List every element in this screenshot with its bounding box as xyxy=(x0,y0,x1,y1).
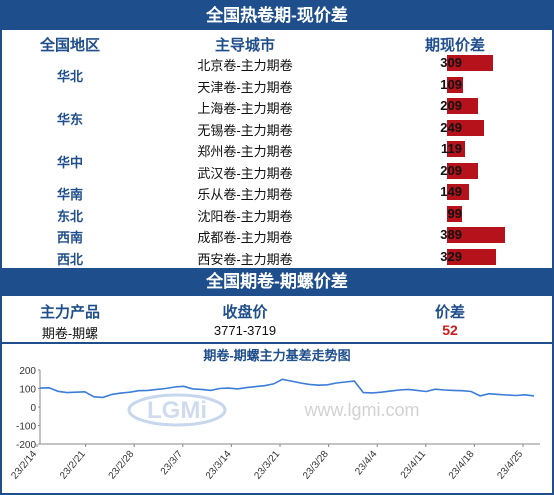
spread-bar xyxy=(447,77,464,93)
x-tick-label: 23/3/7 xyxy=(159,449,186,478)
spread-bar xyxy=(447,163,479,179)
diff-cell: 52 xyxy=(442,322,458,338)
header-city: 主导城市 xyxy=(214,37,275,54)
chart-title: 期卷-期螺主力基差走势图 xyxy=(203,348,350,363)
region-label: 华中 xyxy=(56,155,83,170)
city-label: 郑州卷-主力期卷 xyxy=(197,144,293,159)
spread-value: 109 xyxy=(440,77,462,92)
x-tick-label: 23/2/28 xyxy=(107,449,137,482)
y-tick-label: 200 xyxy=(19,366,36,377)
spread-value: 249 xyxy=(440,120,462,135)
region-label: 华东 xyxy=(56,112,83,127)
spread-value: 309 xyxy=(440,55,462,70)
spread-bar xyxy=(447,120,485,136)
x-tick-label: 23/4/18 xyxy=(447,449,477,482)
city-label: 无锡卷-主力期卷 xyxy=(197,123,293,138)
x-tick-label: 23/3/14 xyxy=(204,449,234,482)
spread-value: 329 xyxy=(440,249,462,264)
spread-bar xyxy=(447,206,462,222)
x-tick-label: 23/3/21 xyxy=(252,449,282,482)
spread-bar xyxy=(447,184,470,200)
spread-bar xyxy=(447,98,479,114)
x-tick-label: 23/4/4 xyxy=(353,449,380,478)
city-label: 西安卷-主力期卷 xyxy=(197,252,293,267)
x-tick-label: 23/3/28 xyxy=(301,449,331,482)
region-label: 东北 xyxy=(56,209,83,224)
spread-value: 149 xyxy=(440,184,462,199)
spread-bar xyxy=(447,227,505,243)
spread-bar xyxy=(447,55,494,71)
x-tick-label: 23/4/11 xyxy=(399,449,429,481)
city-label: 上海卷-主力期卷 xyxy=(197,101,293,116)
region-label: 华北 xyxy=(56,69,83,84)
x-tick-label: 23/2/14 xyxy=(9,449,39,482)
spread-value: 209 xyxy=(440,163,462,178)
spread-bar xyxy=(447,141,465,157)
x-tick-label: 23/4/25 xyxy=(495,449,525,482)
header-spread: 期现价差 xyxy=(424,37,485,54)
series-line-0 xyxy=(39,378,535,399)
spread-value: 119 xyxy=(441,141,462,156)
spread-value: 389 xyxy=(440,227,462,242)
watermark-text: www.lgmi.com xyxy=(303,400,419,420)
city-label: 乐从卷-主力期卷 xyxy=(197,187,293,202)
top-table-title: 全国热卷期-现价差 xyxy=(2,2,552,30)
header-product: 主力产品 xyxy=(39,304,100,321)
spread-value: 99 xyxy=(447,206,462,221)
logo-ring xyxy=(127,393,227,427)
city-label: 成都卷-主力期卷 xyxy=(197,230,293,245)
region-label: 西北 xyxy=(56,252,83,267)
bottom-table-title: 全国期卷-期螺价差 xyxy=(2,268,552,296)
y-tick-label: 0 xyxy=(30,403,36,414)
close-cell: 3771-3719 xyxy=(213,323,277,338)
region-label: 西南 xyxy=(56,230,83,245)
chart-container: 期卷-期螺主力基差走势图 LGMi www.lgmi.com -200 -100 0 100… xyxy=(2,342,552,493)
region-label: 华南 xyxy=(56,187,83,202)
y-tick-label: 100 xyxy=(19,385,36,396)
product-cell: 期卷-期螺 xyxy=(41,326,99,341)
y-tick-label: -200 xyxy=(16,440,36,451)
x-tick-label: 23/2/21 xyxy=(58,449,88,482)
city-label: 天津卷-主力期卷 xyxy=(197,80,293,95)
logo-text: LGMi xyxy=(147,397,207,424)
spread-bar xyxy=(447,249,497,265)
city-label: 武汉卷-主力期卷 xyxy=(197,166,293,181)
y-tick-label: -100 xyxy=(16,422,36,433)
city-label: 沈阳卷-主力期卷 xyxy=(197,209,293,224)
basis-trend-chart: 期卷-期螺主力基差走势图 LGMi www.lgmi.com -200 -100 0 100… xyxy=(9,348,540,482)
spread-value: 209 xyxy=(440,98,462,113)
header-close: 收盘价 xyxy=(222,304,268,321)
header-region: 全国地区 xyxy=(39,37,100,54)
city-label: 北京卷-主力期卷 xyxy=(197,58,293,73)
header-diff: 价差 xyxy=(434,304,465,321)
